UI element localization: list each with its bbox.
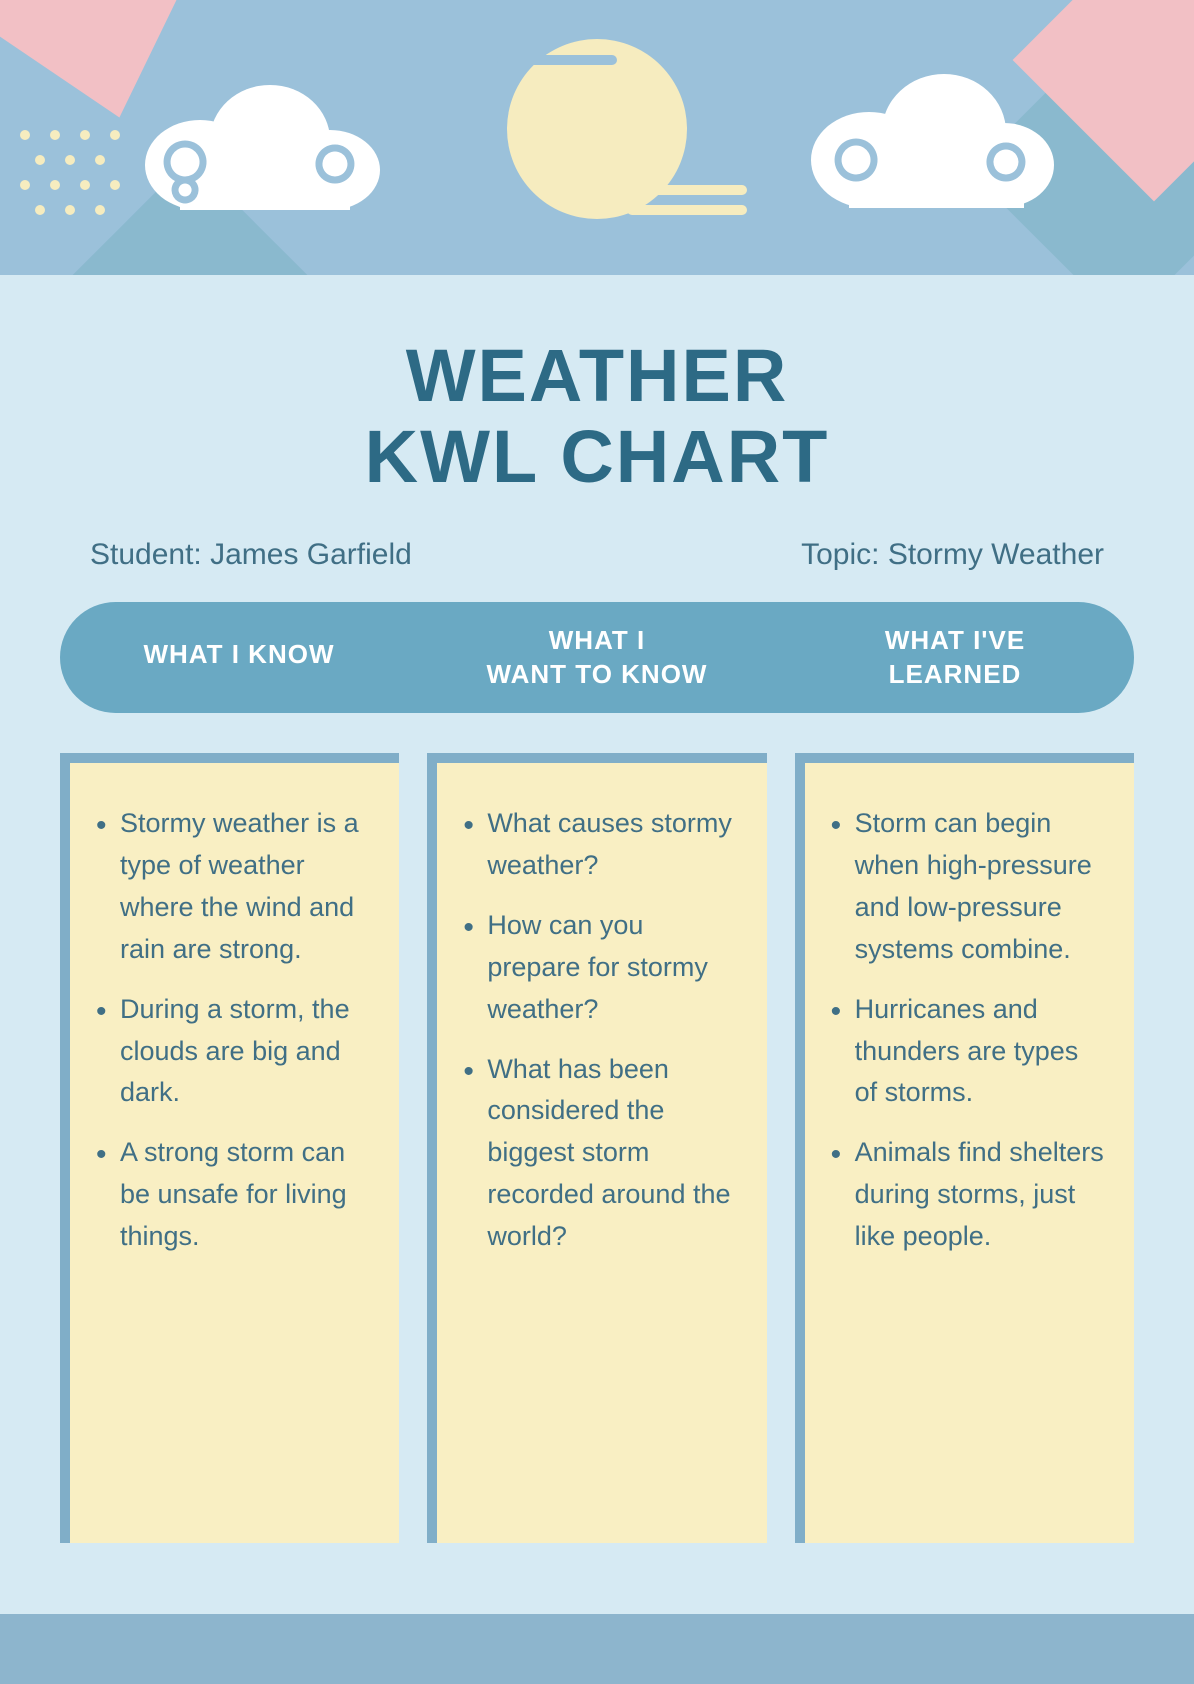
header-band <box>0 0 1194 275</box>
column-know: Stormy weather is a type of weather wher… <box>60 753 399 1543</box>
sun-wisp <box>627 205 747 215</box>
list-item: Hurricanes and thunders are types of sto… <box>825 989 1106 1115</box>
topic-field: Topic: Stormy Weather <box>801 538 1104 572</box>
topic-label: Topic: <box>801 538 888 571</box>
list-item: How can you prepare for stormy weather? <box>457 905 738 1031</box>
sun-wisp <box>497 55 617 65</box>
header-know-text: WHAT I KNOW <box>143 639 334 669</box>
footer-band <box>0 1614 1194 1684</box>
list-item: Stormy weather is a type of weather wher… <box>90 803 371 970</box>
title-line1: WEATHER <box>406 334 789 417</box>
header-want-line1: WHAT I <box>549 625 646 655</box>
info-row: Student: James Garfield Topic: Stormy We… <box>0 538 1194 602</box>
list-item: A strong storm can be unsafe for living … <box>90 1132 371 1258</box>
column-learned: Storm can begin when high-pressure and l… <box>795 753 1134 1543</box>
student-field: Student: James Garfield <box>90 538 412 572</box>
column-headers-pill: WHAT I KNOW WHAT I WANT TO KNOW WHAT I'V… <box>60 602 1134 714</box>
header-want: WHAT I WANT TO KNOW <box>418 624 776 692</box>
list-item: What causes stormy weather? <box>457 803 738 887</box>
header-learned-line2: LEARNED <box>889 659 1022 689</box>
header-learned: WHAT I'VE LEARNED <box>776 624 1134 692</box>
page-title: WEATHER KWL CHART <box>40 335 1154 498</box>
list-item: Animals find shelters during storms, jus… <box>825 1132 1106 1258</box>
header-want-line2: WANT TO KNOW <box>487 659 708 689</box>
title-line2: KWL CHART <box>365 415 830 498</box>
column-want: What causes stormy weather? How can you … <box>427 753 766 1543</box>
learned-list: Storm can begin when high-pressure and l… <box>825 803 1106 1257</box>
student-name: James Garfield <box>210 538 412 571</box>
student-label: Student: <box>90 538 210 571</box>
header-learned-line1: WHAT I'VE <box>885 625 1025 655</box>
list-item: What has been considered the biggest sto… <box>457 1049 738 1258</box>
know-list: Stormy weather is a type of weather wher… <box>90 803 371 1257</box>
columns-body: Stormy weather is a type of weather wher… <box>60 753 1134 1543</box>
list-item: During a storm, the clouds are big and d… <box>90 989 371 1115</box>
title-section: WEATHER KWL CHART <box>0 275 1194 538</box>
cloud-left-icon <box>130 70 390 220</box>
cloud-right-icon <box>794 60 1064 220</box>
sun-wisp <box>647 185 747 195</box>
list-item: Storm can begin when high-pressure and l… <box>825 803 1106 970</box>
header-know: WHAT I KNOW <box>60 624 418 692</box>
want-list: What causes stormy weather? How can you … <box>457 803 738 1257</box>
topic-value: Stormy Weather <box>888 538 1104 571</box>
